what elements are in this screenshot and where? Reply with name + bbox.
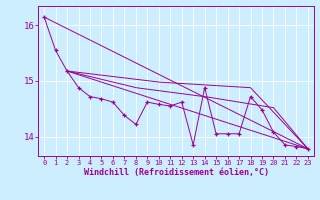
- X-axis label: Windchill (Refroidissement éolien,°C): Windchill (Refroidissement éolien,°C): [84, 168, 268, 177]
